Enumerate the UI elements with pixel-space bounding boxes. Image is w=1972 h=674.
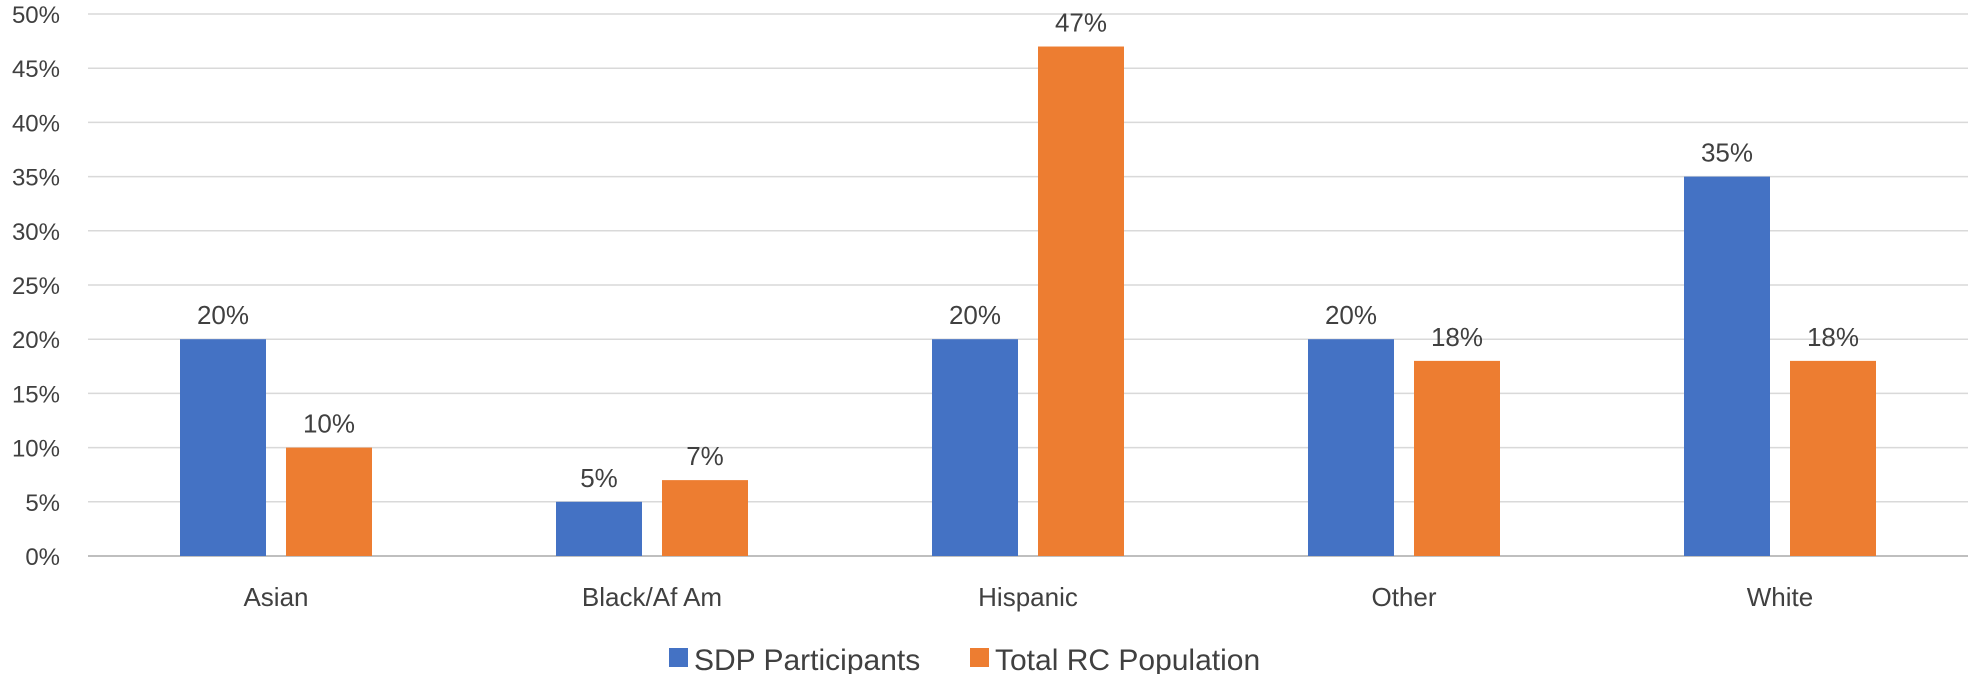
data-label: 20%: [1325, 300, 1377, 330]
x-axis: Asian Black/Af Am Hispanic Other White: [243, 582, 1813, 612]
bar-total-rc-population: [1038, 46, 1124, 557]
bar-total-rc-population: [286, 447, 372, 556]
bar-sdp-participants: [1308, 339, 1394, 556]
data-label: 5%: [580, 463, 618, 493]
bar-sdp-participants: [180, 339, 266, 556]
data-label: 7%: [686, 441, 724, 471]
y-tick-label: 35%: [12, 165, 60, 192]
y-tick-label: 0%: [25, 544, 60, 571]
y-tick-label: 50%: [12, 2, 60, 29]
legend-label: SDP Participants: [694, 644, 920, 674]
category-label: Hispanic: [978, 582, 1078, 612]
gridlines: [88, 13, 1968, 557]
legend-swatch: [669, 648, 688, 667]
data-label: 18%: [1431, 322, 1483, 352]
data-label: 10%: [303, 409, 355, 439]
legend-label: Total RC Population: [995, 644, 1260, 674]
y-tick-label: 10%: [12, 436, 60, 463]
y-tick-label: 45%: [12, 56, 60, 83]
y-tick-label: 40%: [12, 110, 60, 137]
bar-sdp-participants: [556, 501, 642, 556]
y-tick-label: 15%: [12, 381, 60, 408]
y-tick-label: 30%: [12, 219, 60, 246]
data-label: 35%: [1701, 138, 1753, 168]
legend-swatch: [970, 648, 989, 667]
data-label: 20%: [197, 300, 249, 330]
y-tick-label: 5%: [25, 490, 60, 517]
category-label: Other: [1371, 582, 1436, 612]
y-axis: 0% 5% 10% 15% 20% 25% 30% 35% 40% 45% 50%: [12, 2, 60, 571]
bar-sdp-participants: [1684, 176, 1770, 556]
data-label: 47%: [1055, 8, 1107, 38]
bars: 20% 10% 5% 7% 20% 47% 20% 18% 35% 18%: [180, 8, 1876, 557]
y-tick-label: 25%: [12, 273, 60, 300]
category-label: Black/Af Am: [582, 582, 722, 612]
category-label: White: [1747, 582, 1813, 612]
data-label: 18%: [1807, 322, 1859, 352]
legend: SDP Participants Total RC Population: [669, 644, 1260, 674]
category-label: Asian: [243, 582, 308, 612]
bar-total-rc-population: [1790, 360, 1876, 556]
bar-total-rc-population: [662, 480, 748, 556]
data-label: 20%: [949, 300, 1001, 330]
bar-sdp-participants: [932, 339, 1018, 556]
bar-total-rc-population: [1414, 360, 1500, 556]
y-tick-label: 20%: [12, 327, 60, 354]
